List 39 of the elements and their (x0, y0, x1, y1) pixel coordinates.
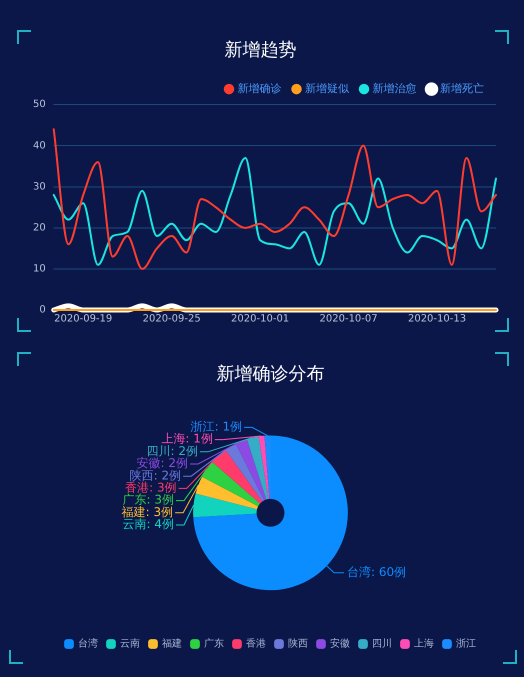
data-label: 安徽: 2例 (136, 456, 188, 470)
legend-label: 陕西 (288, 638, 308, 650)
legend-label: 新增疑似 (305, 82, 349, 95)
x-tick-label: 2020-09-25 (142, 314, 201, 325)
legend-label: 安徽 (330, 638, 350, 650)
x-tick-label: 2020-10-01 (231, 314, 290, 325)
data-label: 广东: 3例 (122, 492, 174, 507)
chart-title: 新增趋势 (224, 39, 296, 60)
y-tick-label: 10 (32, 264, 46, 275)
line-series (52, 128, 497, 270)
legend-label: 浙江 (456, 638, 476, 650)
legend-label: 香港 (246, 638, 266, 650)
y-tick-label: 40 (32, 140, 46, 152)
data-label: 台湾: 60例 (347, 564, 406, 579)
legend-label: 福建 (162, 638, 182, 650)
data-label: 香港: 3例 (125, 480, 177, 495)
legend-label: 云南 (120, 638, 140, 650)
y-tick-label: 30 (32, 181, 46, 192)
data-label: 上海: 1例 (161, 432, 213, 446)
data-label: 陕西: 2例 (130, 468, 182, 482)
x-tick-label: 2020-10-13 (408, 314, 466, 325)
legend-label: 新增治愈 (372, 82, 416, 95)
legend-label: 四川 (372, 638, 392, 650)
data-label: 浙江: 1例 (190, 420, 242, 434)
legend-label: 新增死亡 (440, 82, 484, 95)
legend-label: 新增确诊 (238, 82, 282, 95)
x-tick-label: 2020-10-07 (320, 314, 378, 325)
x-tick-label: 2020-09-19 (54, 314, 112, 325)
data-label: 福建: 3例 (122, 504, 174, 519)
y-tick-label: 20 (32, 222, 46, 234)
legend-label: 上海 (414, 638, 434, 650)
chart-title: 新增确诊分布 (216, 363, 324, 384)
data-label: 四川: 2例 (146, 444, 198, 458)
y-tick-label: 50 (32, 99, 46, 110)
legend-label: 台湾 (78, 638, 98, 650)
line-series (52, 157, 497, 266)
legend-label: 广东 (204, 638, 224, 650)
data-label: 云南: 4例 (122, 517, 174, 532)
y-tick-label: 0 (39, 304, 46, 316)
